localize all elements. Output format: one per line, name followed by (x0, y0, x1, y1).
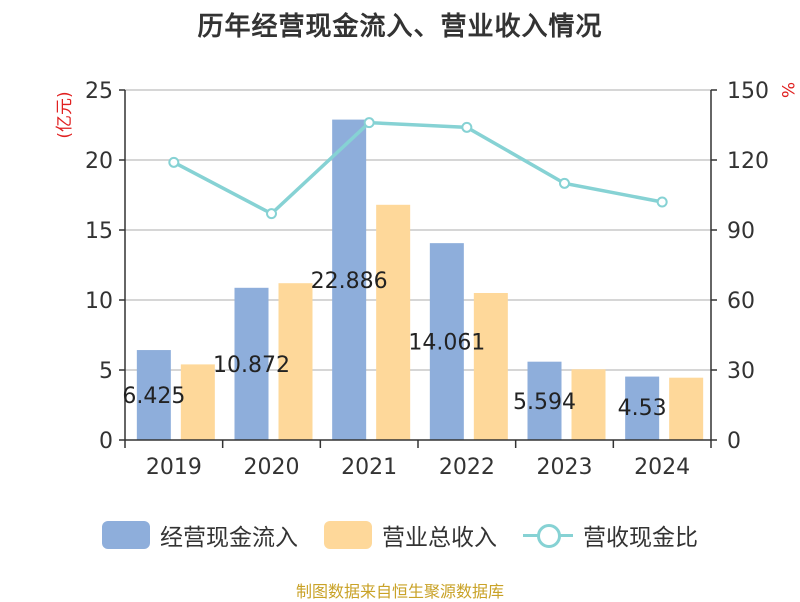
bar-revenue (473, 293, 508, 440)
legend-swatch-cash-inflow (102, 521, 150, 549)
y-axis-right-label: % (777, 82, 797, 98)
y-left-tick-label: 25 (85, 79, 113, 104)
bar-cash-inflow (136, 350, 171, 440)
grid-lines (125, 89, 711, 371)
legend-swatch-ratio (523, 521, 573, 549)
source-note: 制图数据来自恒生聚源数据库 (295, 582, 504, 601)
data-label-cash-inflow: 22.886 (311, 269, 388, 294)
bar-cash-inflow (332, 119, 367, 440)
x-tick-label: 2020 (244, 455, 300, 480)
ratio-point (461, 121, 473, 133)
data-labels: 6.425 10.872 22.886 14.061 5.594 4.53 (122, 269, 666, 421)
x-tick-label: 2019 (146, 455, 202, 480)
y-right-tick-label: 60 (727, 289, 755, 314)
y-left-tick-label: 5 (99, 359, 113, 384)
y-left-tick-label: 0 (99, 429, 113, 454)
ratio-point (363, 117, 375, 129)
bar-group (136, 119, 704, 440)
y-left-tick-label: 15 (85, 219, 113, 244)
ratio-point (168, 156, 180, 168)
y-right-tick-label: 90 (727, 219, 755, 244)
bar-revenue (180, 364, 215, 440)
data-label-cash-inflow: 10.872 (213, 353, 290, 378)
bar-revenue (571, 369, 606, 440)
y-left-tick-label: 20 (85, 149, 113, 174)
y-axis-left-label: (亿元) (55, 91, 75, 138)
y-right-tick-label: 30 (727, 359, 755, 384)
chart-title: 历年经营现金流入、营业收入情况 (197, 12, 603, 42)
data-label-cash-inflow: 4.53 (618, 396, 667, 421)
bar-cash-inflow (234, 287, 269, 440)
bar-cash-inflow (429, 243, 464, 440)
x-tick-label: 2022 (439, 455, 495, 480)
x-tick-label: 2021 (341, 455, 397, 480)
x-tick-label: 2023 (537, 455, 593, 480)
axes: 0 5 10 15 20 25 0 30 60 90 120 150 2019 2020 2021 2022 2… (85, 79, 769, 480)
bar-revenue (669, 377, 704, 440)
bar-cash-inflow (625, 376, 660, 440)
legend-swatch-revenue (324, 521, 372, 549)
data-label-cash-inflow: 14.061 (408, 331, 485, 356)
bar-revenue (278, 283, 313, 440)
data-label-cash-inflow: 6.425 (122, 384, 185, 409)
legend-label-revenue: 营业总收入 (382, 525, 497, 551)
legend-item-ratio[interactable]: 营收现金比 (523, 518, 698, 552)
legend-item-revenue[interactable]: 营业总收入 (324, 518, 497, 552)
y-right-tick-label: 150 (727, 79, 769, 104)
y-right-tick-label: 120 (727, 149, 769, 174)
ratio-point (656, 196, 668, 208)
data-label-cash-inflow: 5.594 (513, 390, 576, 415)
legend-item-cash-inflow[interactable]: 经营现金流入 (102, 518, 298, 552)
ratio-line (173, 120, 663, 216)
ratio-point (266, 208, 277, 220)
bar-cash-inflow (527, 361, 562, 440)
legend-label-cash-inflow: 经营现金流入 (160, 525, 298, 551)
legend: 经营现金流入 营业总收入 营收现金比 (0, 518, 800, 552)
y-left-tick-label: 10 (85, 289, 113, 314)
x-tick-label: 2024 (634, 455, 690, 480)
line-series (168, 117, 668, 220)
bar-revenue (376, 204, 411, 440)
ratio-point (559, 177, 570, 189)
y-right-tick-label: 0 (727, 429, 741, 454)
legend-label-ratio: 营收现金比 (583, 525, 698, 551)
